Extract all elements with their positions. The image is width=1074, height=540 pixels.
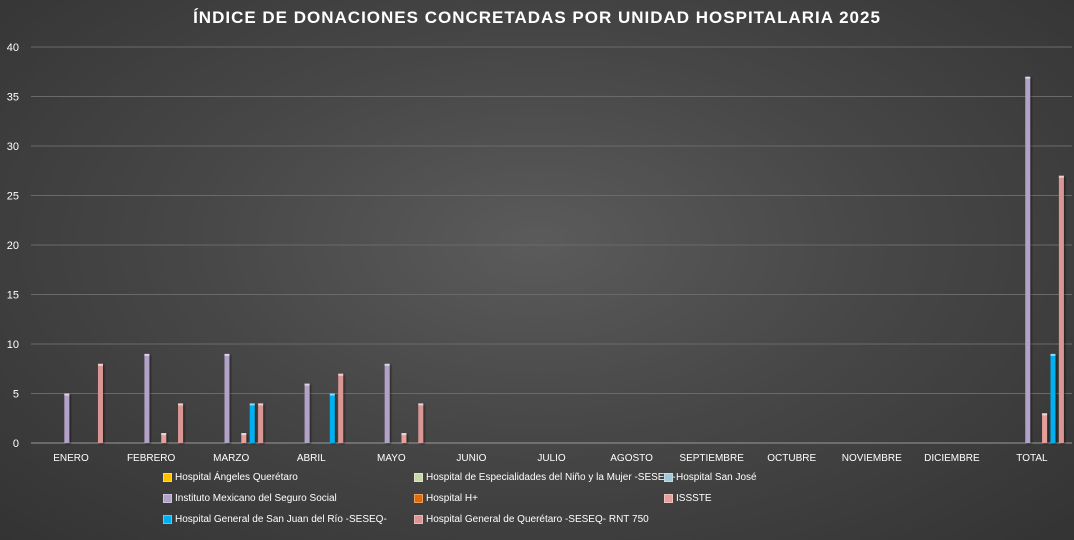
x-axis: ENERO FEBRERO MARZO ABRIL MAYO JUNIO JULIO AGOS…	[53, 453, 1048, 464]
bar	[329, 393, 335, 443]
x-tick-label: TOTAL	[1016, 453, 1048, 464]
bar-highlight	[304, 383, 310, 386]
bar	[97, 363, 103, 443]
legend-swatch	[163, 494, 172, 503]
bar	[224, 353, 230, 443]
y-tick-label: 30	[7, 141, 19, 153]
bar	[338, 373, 344, 443]
y-tick-label: 0	[13, 438, 19, 450]
legend-item: ISSSTE	[664, 493, 712, 504]
bar-highlight	[384, 363, 390, 366]
bar-highlight	[249, 403, 255, 406]
y-tick-label: 25	[7, 191, 19, 203]
x-tick-label: DICIEMBRE	[924, 453, 980, 464]
bar-chart: 0 5 10 15 20 25 30 35 40 ENERO FEBRERO MARZO ABRIL M…	[7, 42, 1072, 464]
x-tick-label: MARZO	[213, 453, 249, 464]
x-tick-label: OCTUBRE	[767, 453, 816, 464]
legend-swatch	[664, 473, 673, 482]
legend-label: Hospital San José	[676, 472, 757, 483]
x-tick-label: SEPTIEMBRE	[679, 453, 744, 464]
bar-highlight	[401, 433, 407, 436]
bar-highlight	[1025, 76, 1031, 79]
bar-highlight	[1050, 353, 1056, 356]
bar	[1042, 413, 1048, 443]
bar-highlight	[1058, 175, 1064, 178]
legend-item: Hospital de Especialidades del Niño y la…	[414, 472, 676, 483]
bar	[258, 403, 264, 443]
legend-label: Instituto Mexicano del Seguro Social	[175, 493, 337, 504]
bar-highlight	[64, 393, 70, 396]
bar	[304, 383, 310, 443]
bar-highlight	[258, 403, 264, 406]
bar	[401, 433, 407, 443]
x-tick-label: MAYO	[377, 453, 406, 464]
bar-highlight	[97, 363, 103, 366]
legend-item: Instituto Mexicano del Seguro Social	[163, 493, 337, 504]
legend-item: Hospital General de Querétaro -SESEQ- RN…	[414, 514, 649, 525]
bar-highlight	[241, 433, 247, 436]
legend-label: Hospital de Especialidades del Niño y la…	[426, 472, 676, 483]
x-tick-label: JULIO	[537, 453, 566, 464]
bar-highlight	[144, 353, 150, 356]
bar	[178, 403, 184, 443]
legend-item: Hospital H+	[414, 493, 478, 504]
y-tick-label: 40	[7, 42, 19, 54]
bar-highlight	[329, 393, 335, 396]
gridlines	[31, 46, 1072, 444]
y-tick-label: 10	[7, 339, 19, 351]
bar-highlight	[1042, 413, 1048, 416]
bar	[249, 403, 255, 443]
legend-swatch	[664, 494, 673, 503]
legend-label: ISSSTE	[676, 493, 712, 504]
y-tick-label: 35	[7, 92, 19, 104]
legend-label: Hospital General de San Juan del Río -SE…	[175, 514, 387, 525]
x-tick-label: ABRIL	[297, 453, 326, 464]
legend-item: Hospital Ángeles Querétaro	[163, 472, 298, 483]
x-tick-label: FEBRERO	[127, 453, 176, 464]
bar	[241, 433, 247, 443]
y-tick-label: 15	[7, 290, 19, 302]
bar	[1058, 175, 1064, 443]
bar	[64, 393, 70, 443]
bar	[418, 403, 424, 443]
bar-highlight	[224, 353, 230, 356]
legend-swatch	[414, 494, 423, 503]
x-tick-label: NOVIEMBRE	[842, 453, 902, 464]
legend-item: Hospital San José	[664, 472, 757, 483]
x-tick-label: JUNIO	[456, 453, 486, 464]
legend-item: Hospital General de San Juan del Río -SE…	[163, 514, 387, 525]
bar-highlight	[418, 403, 424, 406]
bar-highlight	[161, 433, 167, 436]
y-axis: 0 5 10 15 20 25 30 35 40	[7, 42, 19, 450]
legend-label: Hospital H+	[426, 493, 478, 504]
legend-label: Hospital Ángeles Querétaro	[175, 472, 298, 483]
legend-swatch	[414, 515, 423, 524]
legend-swatch	[414, 473, 423, 482]
legend-swatch	[163, 473, 172, 482]
bar	[144, 353, 150, 443]
bar	[1025, 76, 1031, 443]
bar	[1050, 353, 1056, 443]
bar	[161, 433, 167, 443]
legend: Hospital Ángeles Querétaro Hospital de Es…	[0, 472, 1074, 534]
bars	[64, 76, 1064, 443]
y-tick-label: 20	[7, 240, 19, 252]
y-tick-label: 5	[13, 389, 19, 401]
x-tick-label: ENERO	[53, 453, 89, 464]
x-tick-label: AGOSTO	[610, 453, 653, 464]
bar-highlight	[178, 403, 184, 406]
legend-swatch	[163, 515, 172, 524]
bar	[384, 363, 390, 443]
bar-highlight	[338, 373, 344, 376]
chart-title: ÍNDICE DE DONACIONES CONCRETADAS POR UNI…	[193, 8, 881, 27]
legend-label: Hospital General de Querétaro -SESEQ- RN…	[426, 514, 649, 525]
